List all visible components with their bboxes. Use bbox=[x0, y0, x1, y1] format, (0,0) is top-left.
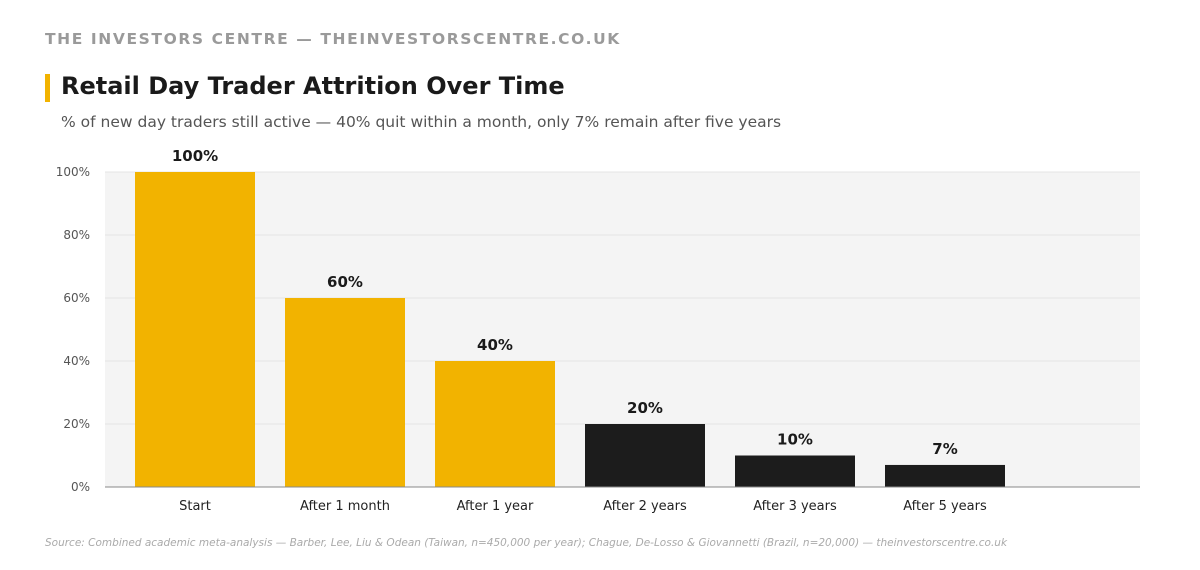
bar-chart: 0% 20% 40% 60% 80% 100% 100% Start 60% After 1 mo… bbox=[56, 147, 1140, 514]
chart-subtitle: % of new day traders still active — 40% … bbox=[61, 113, 782, 131]
data-label: 40% bbox=[477, 336, 513, 354]
bar-1 bbox=[285, 298, 405, 487]
bar-2 bbox=[435, 361, 555, 487]
y-tick-label: 100% bbox=[56, 165, 90, 179]
x-tick-label: After 1 year bbox=[457, 499, 534, 514]
x-tick-label: After 2 years bbox=[603, 499, 687, 514]
bar-5 bbox=[885, 464, 1005, 487]
data-label: 100% bbox=[172, 147, 218, 165]
y-tick-label: 40% bbox=[63, 354, 90, 368]
source-note: Source: Combined academic meta-analysis … bbox=[45, 537, 1008, 549]
y-tick-label: 80% bbox=[63, 228, 90, 242]
x-tick-label: After 5 years bbox=[903, 499, 987, 514]
title-accent-bar bbox=[45, 74, 50, 102]
bars bbox=[135, 172, 1005, 487]
data-label: 20% bbox=[627, 399, 663, 417]
chart-title: Retail Day Trader Attrition Over Time bbox=[61, 72, 565, 100]
data-label: 7% bbox=[932, 440, 957, 458]
x-tick-label: After 3 years bbox=[753, 499, 837, 514]
y-tick-label: 60% bbox=[63, 291, 90, 305]
bar-4 bbox=[735, 455, 855, 487]
bar-3 bbox=[585, 424, 705, 487]
data-label: 10% bbox=[777, 431, 813, 449]
x-tick-label: Start bbox=[179, 499, 211, 514]
y-tick-label: 20% bbox=[63, 417, 90, 431]
x-tick-label: After 1 month bbox=[300, 499, 390, 514]
y-tick-label: 0% bbox=[71, 480, 90, 494]
brand-header: THE INVESTORS CENTRE — THEINVESTORSCENTR… bbox=[45, 30, 621, 48]
chart-labels: 0% 20% 40% 60% 80% 100% 100% Start 60% After 1 mo… bbox=[56, 147, 987, 514]
data-label: 60% bbox=[327, 273, 363, 291]
bar-0 bbox=[135, 172, 255, 487]
